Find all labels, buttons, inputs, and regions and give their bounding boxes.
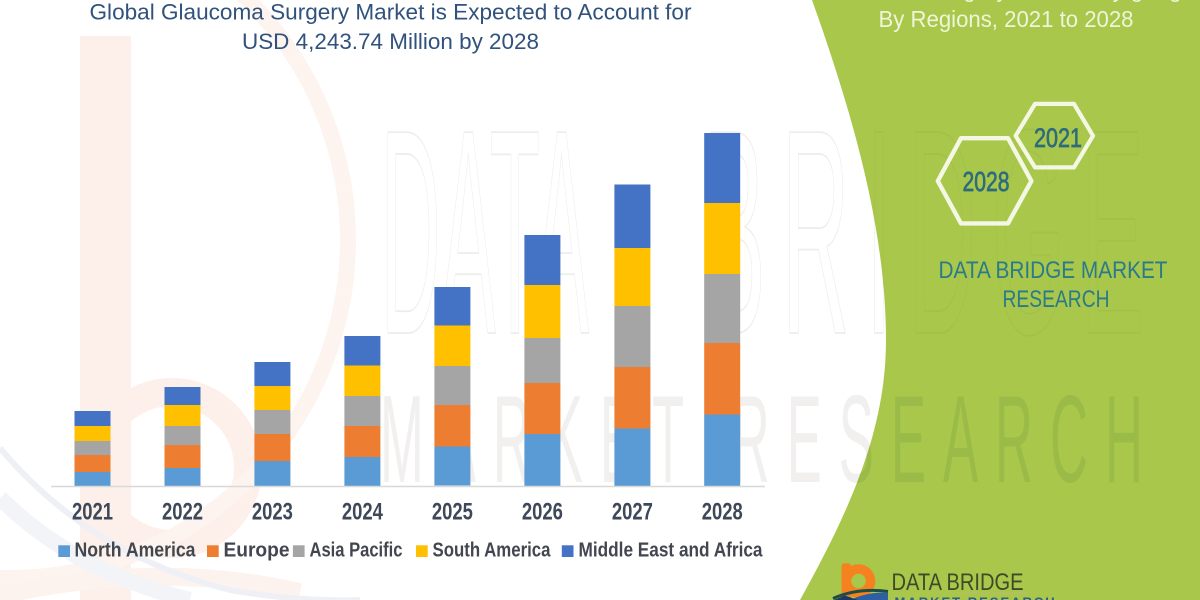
svg-text:South America: South America — [433, 540, 552, 562]
svg-text:2022: 2022 — [162, 499, 203, 526]
svg-text:2021: 2021 — [72, 499, 113, 526]
svg-text:2021: 2021 — [1034, 123, 1082, 153]
svg-text:2024: 2024 — [342, 499, 384, 526]
svg-text:North America: North America — [75, 540, 197, 562]
svg-text:2025: 2025 — [432, 499, 473, 526]
svg-text:Global Glaucoma Surgery Market: Global Glaucoma Surgery Market is Expect… — [90, 0, 692, 25]
svg-text:Europe: Europe — [224, 540, 290, 562]
svg-text:Middle East and Africa: Middle East and Africa — [579, 540, 764, 562]
svg-text:By Regions, 2021 to 2028: By Regions, 2021 to 2028 — [879, 6, 1134, 32]
svg-text:USD 4,243.74 Million by 2028: USD 4,243.74 Million by 2028 — [242, 29, 539, 54]
svg-text:Glaucoma Surgery Market, By ge: Glaucoma Surgery Market, By geography, — [816, 0, 1200, 2]
svg-text:2028: 2028 — [702, 499, 743, 526]
svg-text:DATA BRIDGE: DATA BRIDGE — [892, 569, 1024, 596]
svg-text:DATA BRIDGE MARKET: DATA BRIDGE MARKET — [939, 257, 1168, 284]
svg-text:MARKET RESEARCH: MARKET RESEARCH — [895, 595, 1057, 600]
svg-text:Asia Pacific: Asia Pacific — [310, 540, 403, 562]
svg-text:2026: 2026 — [522, 499, 563, 526]
svg-text:2028: 2028 — [963, 166, 1010, 197]
svg-text:2023: 2023 — [252, 499, 293, 526]
svg-text:RESEARCH: RESEARCH — [1003, 286, 1110, 313]
svg-text:2027: 2027 — [612, 499, 653, 526]
